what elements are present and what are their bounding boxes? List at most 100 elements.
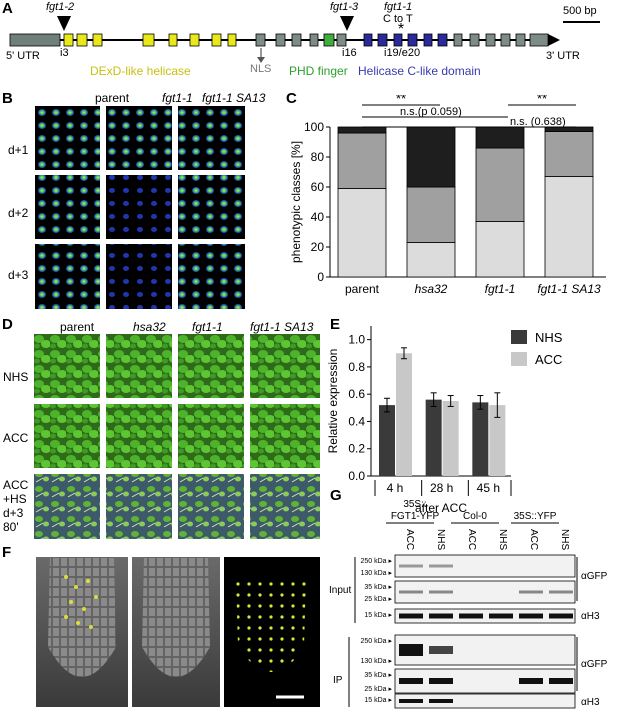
g-lane-label: NHS	[497, 529, 508, 550]
g-group-label: FGT1-YFP	[391, 511, 440, 522]
panel-label-f: F	[2, 544, 12, 561]
g-band	[429, 699, 453, 703]
c-category-label: fgt1-1	[485, 282, 516, 296]
g-group-label: 35S::YFP	[514, 511, 557, 522]
relative-expression-chart: 0.0 0.2 0.4 0.6 0.8 1.0 Relative expression 4 h…	[326, 326, 563, 515]
e-y-tick-label: 0.2	[348, 442, 365, 456]
g-band	[399, 644, 423, 656]
d-col-parent: parent	[60, 320, 95, 334]
helicase-label: DExD-like helicase	[90, 64, 191, 78]
scale-label: 500 bp	[563, 5, 597, 17]
g-blot-strip	[394, 554, 576, 578]
seedling-photo-grid	[34, 334, 320, 539]
c-category-label: hsa32	[415, 282, 448, 296]
d-col-fgt1-1-sa13: fgt1-1 SA13	[250, 320, 314, 334]
c-bar-segment	[337, 188, 387, 278]
g-band	[429, 613, 453, 619]
c-category-label: parent	[345, 282, 380, 296]
gene-arrow-head	[548, 34, 560, 46]
e-y-tick-label: 0.8	[348, 360, 365, 374]
g-blot-strip	[394, 608, 576, 624]
c-sig-label: **	[537, 95, 547, 106]
g-band	[549, 613, 573, 619]
b-col-parent: parent	[95, 91, 130, 105]
e-category-label: 45 h	[477, 481, 500, 495]
c-y-axis-label: phenotypic classes [%]	[289, 141, 303, 263]
g-band	[399, 590, 423, 594]
utr5-label: 5' UTR	[6, 50, 40, 62]
c-bar-segment	[475, 221, 525, 278]
i16-label: i16	[342, 47, 357, 59]
panel-label-e: E	[330, 316, 341, 333]
luminescence-image-grid	[35, 106, 245, 309]
g-antibody-label: αGFP	[581, 659, 608, 670]
helicase-c-label: Helicase C-like domain	[358, 64, 481, 78]
root-microscopy-images	[36, 557, 320, 707]
panel-label-a: A	[2, 0, 13, 17]
g-blot-strip	[394, 668, 576, 694]
g-band	[429, 646, 453, 654]
g-marker-label: 15 kDa ▸	[364, 697, 392, 704]
g-marker-label: 15 kDa ▸	[364, 612, 392, 619]
c-to-t-label: C to T	[383, 13, 413, 25]
g-band	[399, 564, 423, 568]
e-bar	[472, 402, 489, 476]
g-antibody-label: αH3	[581, 697, 600, 708]
c-y-tick-label: 40	[311, 210, 325, 224]
g-lane-label: ACC	[404, 529, 415, 550]
c-category-label: fgt1-1 SA13	[537, 282, 601, 296]
g-lane-label: ACC	[528, 529, 539, 550]
e-category-label: 4 h	[387, 481, 404, 495]
c-bar-segment	[337, 126, 387, 134]
g-antibody-label: αH3	[581, 611, 600, 622]
c-y-tick-label: 60	[311, 180, 325, 194]
c-bar-segment	[544, 176, 594, 278]
panel-label-g: G	[330, 487, 342, 504]
d-col-fgt1-1: fgt1-1	[192, 320, 223, 334]
e-y-tick-label: 0.4	[348, 414, 365, 428]
c-bar-segment	[337, 132, 387, 189]
c-bar-segment	[544, 131, 594, 177]
g-band	[399, 699, 423, 703]
d-row-acc-hs: ACC +HS d+3 80'	[3, 478, 29, 534]
g-lane-label: NHS	[559, 529, 570, 550]
c-y-tick-label: 80	[311, 150, 325, 164]
fgt1-2-triangle	[57, 16, 71, 31]
nls-exon	[255, 33, 266, 47]
g-band	[519, 590, 543, 594]
e-bar	[396, 353, 412, 476]
g-section-label: IP	[333, 675, 343, 686]
g-marker-label: 250 kDa ▸	[360, 558, 392, 565]
e-bar	[442, 401, 459, 476]
g-band	[519, 678, 543, 684]
e-legend-label: NHS	[535, 330, 563, 345]
g-blot-strip	[394, 580, 576, 604]
c-bar-segment	[475, 147, 525, 222]
g-band	[429, 590, 453, 594]
g-marker-label: 130 kDa ▸	[360, 570, 392, 577]
phd-exon	[323, 33, 335, 47]
c-sig-label: **	[396, 95, 406, 106]
e-x-axis-label: after ACC	[415, 501, 467, 515]
g-group-label: 35S::	[403, 499, 426, 510]
g-band	[459, 613, 483, 619]
g-band	[399, 678, 423, 684]
fgt1-3-triangle	[340, 16, 354, 31]
g-marker-label: 25 kDa ▸	[364, 596, 392, 603]
e-y-tick-label: 0.6	[348, 387, 365, 401]
c-bar-segment	[406, 242, 456, 278]
g-lane-label: NHS	[435, 529, 446, 550]
g-antibody-label: αGFP	[581, 571, 608, 582]
g-band	[429, 564, 453, 568]
c-y-tick-label: 0	[317, 270, 324, 284]
gene-structure-diagram: *	[9, 16, 600, 63]
e-legend-swatch	[511, 352, 527, 366]
g-band	[519, 613, 543, 619]
g-band	[399, 613, 423, 619]
c-bar-segment	[475, 126, 525, 149]
e-y-axis-label: Relative expression	[326, 349, 340, 454]
panel-label-c: C	[286, 90, 297, 107]
e-bar	[379, 405, 395, 476]
e-legend-label: ACC	[535, 352, 562, 367]
